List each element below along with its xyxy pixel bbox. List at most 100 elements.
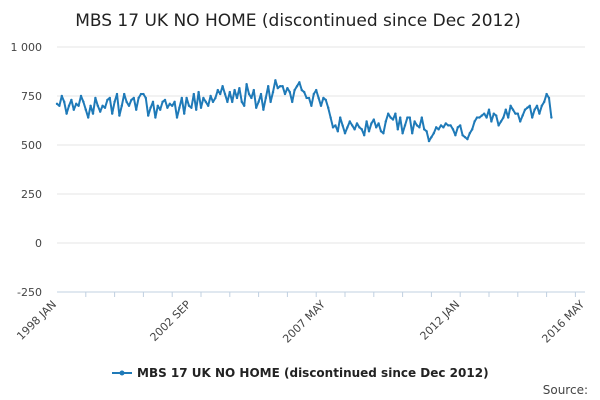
data-point xyxy=(509,104,512,108)
data-point xyxy=(120,104,124,108)
data-point xyxy=(269,100,272,104)
data-point xyxy=(79,94,83,98)
data-point xyxy=(262,108,265,111)
data-point xyxy=(432,132,435,135)
data-point xyxy=(221,85,224,88)
data-point xyxy=(475,116,479,119)
data-point xyxy=(543,100,546,104)
data-point xyxy=(209,94,212,98)
data-point xyxy=(526,106,529,109)
data-point xyxy=(132,96,135,100)
data-point xyxy=(111,112,114,115)
y-tick-label: 750 xyxy=(21,90,42,103)
data-point xyxy=(113,100,116,104)
data-point xyxy=(497,124,500,127)
data-point xyxy=(139,92,143,96)
x-tick-label: 2002 SEP xyxy=(148,298,194,344)
data-point xyxy=(127,104,131,108)
legend-marker-icon xyxy=(119,370,125,376)
data-point xyxy=(77,104,80,108)
data-point xyxy=(329,116,332,119)
data-point xyxy=(456,126,459,129)
data-point xyxy=(247,92,251,96)
data-point xyxy=(420,116,423,119)
data-point xyxy=(343,132,347,135)
data-point xyxy=(147,114,150,117)
data-point xyxy=(96,104,100,108)
data-point xyxy=(192,92,195,96)
data-point xyxy=(240,100,243,104)
data-point xyxy=(67,104,71,108)
data-point xyxy=(533,108,536,111)
data-point xyxy=(279,85,282,88)
data-point xyxy=(115,92,119,96)
data-point xyxy=(214,96,217,100)
source-label: Source: xyxy=(543,383,588,397)
data-point xyxy=(65,112,68,115)
data-point xyxy=(185,96,188,100)
gridlines xyxy=(57,46,585,293)
series-layer xyxy=(55,79,553,143)
data-point xyxy=(238,86,241,90)
data-point xyxy=(351,124,354,127)
y-axis-ticks: -250 0 250 500 750 1 000 xyxy=(11,41,43,299)
data-point xyxy=(327,106,330,109)
data-point xyxy=(291,100,294,104)
data-point xyxy=(315,88,318,92)
data-point xyxy=(271,90,275,94)
data-point xyxy=(449,124,452,127)
data-point xyxy=(62,100,66,104)
data-point xyxy=(159,108,162,111)
data-point xyxy=(355,122,359,125)
data-point xyxy=(341,124,344,127)
data-point xyxy=(437,128,440,131)
data-point xyxy=(353,128,356,131)
data-point xyxy=(480,114,483,117)
data-point xyxy=(406,116,409,119)
data-point xyxy=(257,100,260,104)
legend[interactable]: MBS 17 UK NO HOME (discontinued since De… xyxy=(112,366,489,380)
data-point xyxy=(255,106,258,109)
data-point xyxy=(483,112,486,115)
data-point xyxy=(130,98,133,102)
data-point xyxy=(418,126,421,129)
data-point xyxy=(123,92,126,96)
data-point xyxy=(312,92,315,96)
y-tick-label: 1 000 xyxy=(11,41,43,54)
data-point xyxy=(60,94,63,98)
data-point xyxy=(303,90,306,94)
data-point xyxy=(495,114,498,117)
data-point xyxy=(125,100,128,104)
data-point xyxy=(442,126,445,129)
data-point xyxy=(389,116,392,119)
data-point xyxy=(492,112,495,115)
y-tick-label: -250 xyxy=(17,286,42,299)
data-point xyxy=(283,92,287,96)
data-point xyxy=(535,104,539,108)
data-point xyxy=(197,90,200,94)
series-line xyxy=(56,79,553,143)
data-point xyxy=(103,106,107,109)
data-point xyxy=(365,120,368,123)
data-point xyxy=(135,108,138,111)
data-point xyxy=(468,132,471,135)
data-point xyxy=(178,106,181,109)
data-point xyxy=(485,116,488,119)
data-point xyxy=(370,122,373,125)
data-point xyxy=(235,96,239,100)
data-point xyxy=(372,118,375,121)
data-point xyxy=(72,108,76,111)
data-point xyxy=(163,98,167,102)
data-point xyxy=(166,106,169,109)
data-point xyxy=(423,128,426,131)
data-point xyxy=(444,122,447,125)
data-point xyxy=(382,132,385,135)
data-point xyxy=(324,98,327,102)
data-point xyxy=(250,96,253,100)
data-point xyxy=(346,126,349,129)
chart-title: MBS 17 UK NO HOME (discontinued since De… xyxy=(75,11,521,31)
data-point xyxy=(149,106,152,109)
data-point xyxy=(514,112,517,115)
data-point xyxy=(367,130,371,133)
data-point xyxy=(403,124,407,127)
